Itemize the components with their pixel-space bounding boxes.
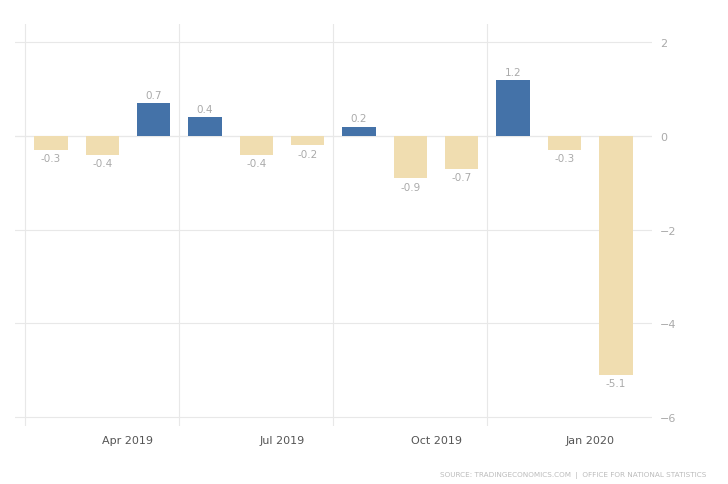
Bar [240, 137, 273, 155]
Bar [137, 104, 170, 137]
Bar [445, 137, 478, 169]
Bar [394, 137, 427, 179]
Text: -0.9: -0.9 [400, 182, 421, 192]
Text: -5.1: -5.1 [606, 378, 626, 388]
Text: -0.7: -0.7 [451, 173, 472, 183]
Text: -0.2: -0.2 [298, 150, 318, 159]
Bar [291, 137, 325, 146]
Bar [189, 118, 222, 137]
Text: 0.2: 0.2 [351, 114, 368, 124]
Bar [342, 127, 376, 137]
Text: -0.4: -0.4 [246, 159, 266, 169]
Bar [547, 137, 581, 151]
Bar [34, 137, 68, 151]
Text: 0.4: 0.4 [197, 105, 213, 115]
Text: -0.3: -0.3 [41, 154, 61, 164]
Bar [496, 81, 530, 137]
Text: -0.3: -0.3 [554, 154, 574, 164]
Text: SOURCE: TRADINGECONOMICS.COM  |  OFFICE FOR NATIONAL STATISTICS: SOURCE: TRADINGECONOMICS.COM | OFFICE FO… [440, 471, 706, 478]
Text: 0.7: 0.7 [146, 91, 162, 101]
Bar [599, 137, 633, 375]
Text: -0.4: -0.4 [92, 159, 112, 169]
Text: 1.2: 1.2 [505, 67, 521, 77]
Bar [86, 137, 119, 155]
